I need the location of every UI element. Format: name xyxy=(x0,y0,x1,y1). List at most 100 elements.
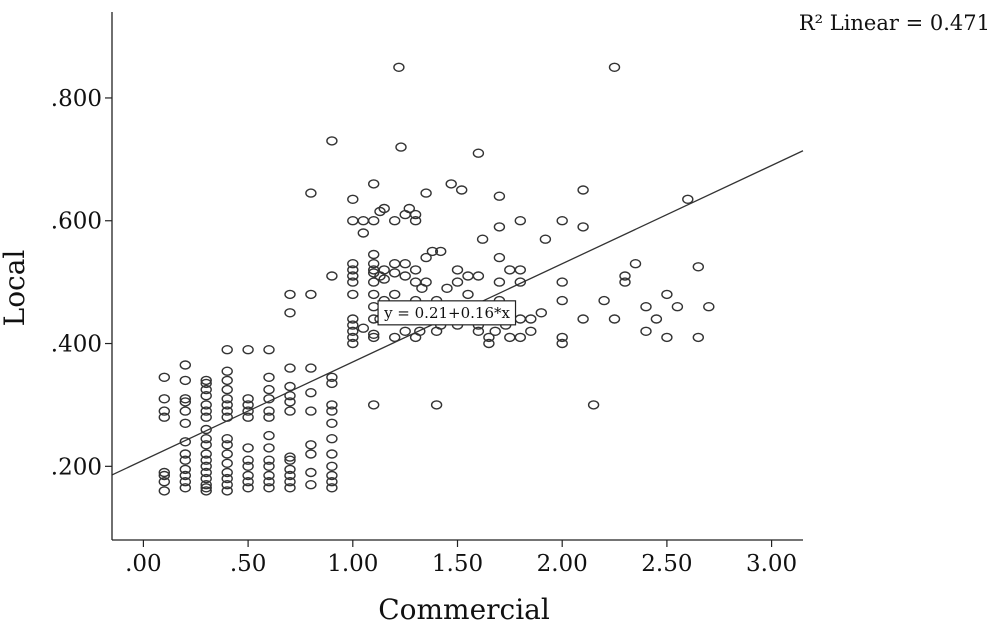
data-point xyxy=(200,449,212,459)
data-point xyxy=(472,326,485,336)
data-point xyxy=(692,332,704,343)
data-point xyxy=(514,277,526,287)
data-point xyxy=(619,277,631,287)
data-point xyxy=(305,449,317,459)
data-point xyxy=(284,483,296,493)
x-tick-label: 1.50 xyxy=(432,551,483,577)
data-point xyxy=(456,185,468,195)
data-point xyxy=(326,136,338,146)
data-point xyxy=(326,418,338,428)
data-point xyxy=(357,323,369,333)
data-point xyxy=(200,483,212,493)
data-point xyxy=(263,412,275,422)
data-point xyxy=(445,179,457,189)
data-point xyxy=(242,345,254,355)
data-point xyxy=(242,483,254,493)
data-point xyxy=(263,443,275,453)
data-point xyxy=(200,375,212,386)
data-point xyxy=(305,363,317,373)
data-point xyxy=(514,215,526,226)
data-point xyxy=(200,480,212,490)
data-point xyxy=(284,381,296,392)
data-point xyxy=(326,400,338,410)
data-point xyxy=(661,289,673,300)
data-point xyxy=(200,434,212,444)
x-axis-title: Commercial xyxy=(378,593,550,626)
data-point xyxy=(368,329,380,339)
data-point xyxy=(368,289,380,300)
data-point xyxy=(221,400,233,410)
data-point xyxy=(462,289,474,300)
data-point xyxy=(263,477,275,487)
data-point xyxy=(577,222,589,232)
data-point xyxy=(284,470,296,481)
data-point xyxy=(200,440,212,450)
data-point xyxy=(263,483,275,493)
data-point xyxy=(347,215,359,226)
data-point xyxy=(368,277,380,287)
data-point xyxy=(242,406,254,416)
data-point xyxy=(263,372,275,382)
data-point xyxy=(263,455,275,465)
data-point xyxy=(435,246,447,257)
y-tick-label: .800 xyxy=(51,86,102,112)
x-tick-label: 3.00 xyxy=(746,551,797,577)
data-point xyxy=(347,277,359,287)
data-point xyxy=(326,470,338,481)
data-point xyxy=(284,452,296,462)
data-point xyxy=(326,449,338,459)
data-point xyxy=(179,418,192,428)
data-point xyxy=(200,486,212,496)
data-point xyxy=(200,384,212,395)
data-point xyxy=(483,332,495,343)
data-point xyxy=(326,372,338,382)
data-point xyxy=(158,406,171,416)
data-point xyxy=(263,461,275,471)
data-point xyxy=(263,430,275,441)
data-point xyxy=(221,440,233,450)
data-point xyxy=(200,400,212,410)
data-point xyxy=(242,461,254,471)
data-point xyxy=(399,259,411,269)
data-point xyxy=(514,332,526,343)
data-point xyxy=(368,400,380,410)
data-point xyxy=(221,375,233,386)
data-point xyxy=(326,271,338,281)
data-point xyxy=(399,326,411,336)
data-point xyxy=(608,314,621,324)
data-point xyxy=(504,265,516,275)
data-point xyxy=(420,277,432,287)
data-point xyxy=(200,455,212,465)
data-point xyxy=(357,215,369,226)
data-point xyxy=(368,179,380,189)
data-point xyxy=(504,332,516,343)
data-point xyxy=(525,314,537,324)
data-point xyxy=(158,412,171,422)
data-point xyxy=(179,406,192,416)
y-tick-label: .200 xyxy=(51,454,102,480)
r2-label: R² Linear = 0.471 xyxy=(799,11,990,35)
data-point xyxy=(263,470,275,481)
data-point xyxy=(441,283,453,293)
data-point xyxy=(158,372,171,382)
x-tick-label: 2.00 xyxy=(537,551,588,577)
data-point xyxy=(158,470,171,481)
data-point xyxy=(472,271,485,281)
data-point xyxy=(472,148,485,158)
data-point xyxy=(326,477,338,487)
data-point xyxy=(409,215,422,226)
data-point xyxy=(357,228,369,238)
x-tick-label: 1.00 xyxy=(327,551,378,577)
data-point xyxy=(221,480,233,490)
data-point xyxy=(389,259,401,269)
data-point xyxy=(682,194,694,205)
data-point xyxy=(608,62,621,73)
data-point xyxy=(493,222,506,232)
data-point xyxy=(347,326,359,336)
data-point xyxy=(368,332,380,343)
data-point xyxy=(326,461,338,471)
data-point xyxy=(305,188,317,198)
data-point xyxy=(556,215,568,226)
data-point xyxy=(399,271,411,281)
data-point xyxy=(403,203,415,214)
